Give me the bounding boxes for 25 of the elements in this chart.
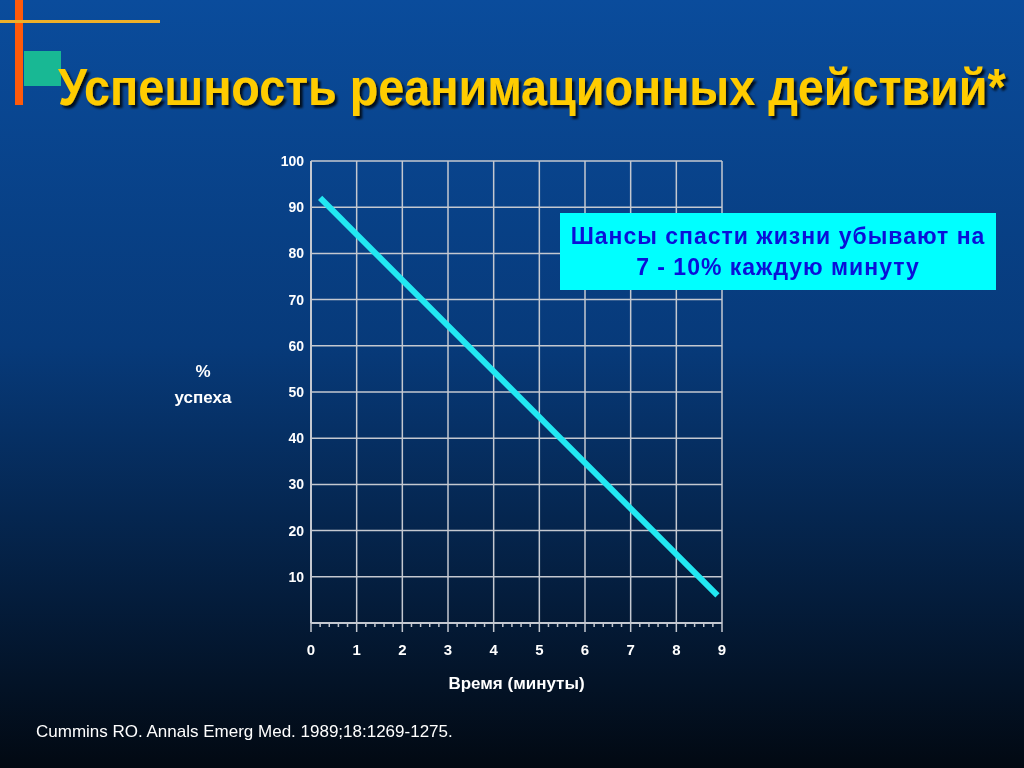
y-tick-label: 80 <box>288 245 305 262</box>
x-tick-label: 9 <box>717 641 727 658</box>
y-tick-label: 40 <box>288 430 305 447</box>
x-tick-label: 5 <box>535 641 544 658</box>
y-tick-label: 100 <box>280 152 305 169</box>
x-tick-label: 7 <box>626 641 635 658</box>
x-tick-label: 3 <box>443 641 453 658</box>
annotation: Шансы спасти жизни убывают на 7 - 10% каждую минуту <box>570 223 986 281</box>
x-tick-label: 2 <box>398 641 407 658</box>
x-tick-label: 8 <box>672 641 681 658</box>
y-tick-label: 60 <box>288 337 305 354</box>
y-tick-label: 50 <box>288 383 305 400</box>
x-tick-label: 1 <box>352 641 361 658</box>
chart-title: Успешность реанимационных действий* <box>58 57 1007 116</box>
y-tick-label: 20 <box>288 522 305 539</box>
text: Cummins RO. Annals Emerg Med. 1989;18:1269-1275. <box>36 722 453 741</box>
x-axis-title: Время (минуты) <box>448 674 585 693</box>
y-tick-label: 30 <box>288 476 305 493</box>
y-tick-label: 90 <box>288 199 305 216</box>
x-tick-label: 4 <box>489 641 499 658</box>
y-tick-label: 70 <box>288 291 305 308</box>
x-tick-label: 6 <box>580 641 590 658</box>
y-tick-label: 10 <box>288 568 305 585</box>
y-axis-title: % успеха <box>174 362 232 407</box>
x-tick-label: 0 <box>306 641 316 658</box>
